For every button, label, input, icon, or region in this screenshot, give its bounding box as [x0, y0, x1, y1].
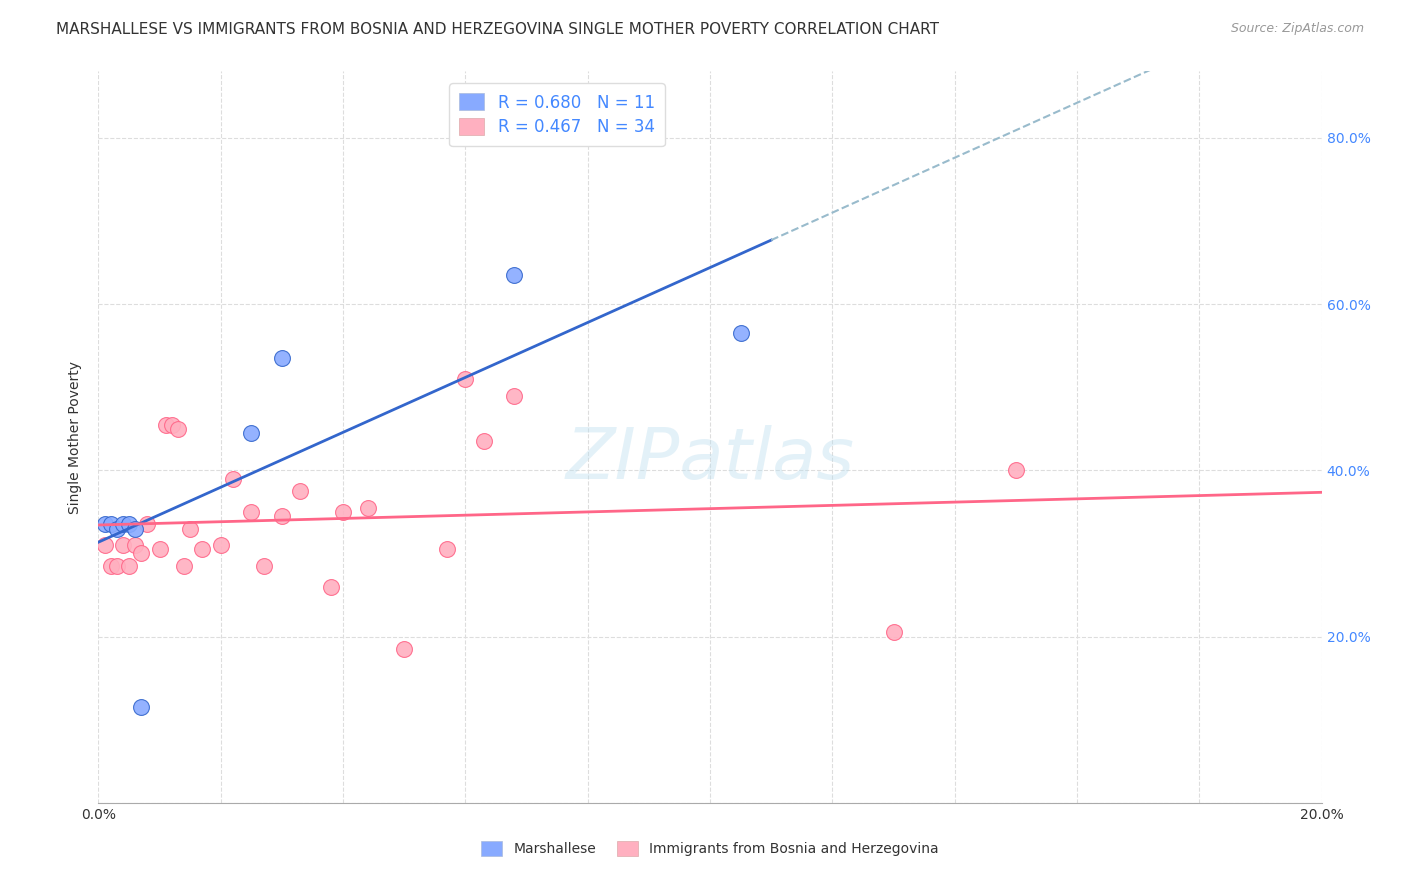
Point	[883, 625, 905, 640]
Point	[503, 388, 526, 402]
Point	[392, 642, 416, 657]
Point	[240, 505, 263, 519]
Point	[270, 509, 292, 524]
Point	[290, 484, 312, 499]
Point	[111, 517, 134, 532]
Point	[222, 472, 245, 486]
Point	[167, 422, 190, 436]
Point	[111, 538, 134, 552]
Point	[503, 268, 526, 282]
Point	[209, 538, 232, 552]
Point	[155, 417, 177, 432]
Point	[105, 521, 128, 535]
Text: MARSHALLESE VS IMMIGRANTS FROM BOSNIA AND HERZEGOVINA SINGLE MOTHER POVERTY CORR: MARSHALLESE VS IMMIGRANTS FROM BOSNIA AN…	[56, 22, 939, 37]
Point	[436, 542, 458, 557]
Point	[124, 538, 146, 552]
Text: ZIPatlas: ZIPatlas	[565, 425, 855, 493]
Point	[179, 521, 201, 535]
Point	[118, 558, 141, 573]
Y-axis label: Single Mother Poverty: Single Mother Poverty	[69, 360, 83, 514]
Point	[100, 558, 122, 573]
Point	[124, 521, 146, 535]
Point	[173, 558, 195, 573]
Point	[472, 434, 495, 449]
Point	[356, 500, 378, 515]
Point	[100, 517, 122, 532]
Point	[730, 326, 752, 341]
Point	[118, 517, 141, 532]
Point	[136, 517, 159, 532]
Point	[332, 505, 354, 519]
Point	[252, 558, 274, 573]
Point	[129, 700, 152, 714]
Point	[149, 542, 172, 557]
Text: Source: ZipAtlas.com: Source: ZipAtlas.com	[1230, 22, 1364, 36]
Point	[129, 546, 152, 560]
Point	[1004, 463, 1026, 477]
Point	[93, 517, 115, 532]
Point	[105, 558, 128, 573]
Point	[270, 351, 292, 365]
Legend: Marshallese, Immigrants from Bosnia and Herzegovina: Marshallese, Immigrants from Bosnia and …	[475, 836, 945, 862]
Point	[454, 372, 477, 386]
Point	[160, 417, 183, 432]
Point	[319, 580, 342, 594]
Point	[191, 542, 214, 557]
Point	[93, 538, 115, 552]
Point	[240, 425, 263, 440]
